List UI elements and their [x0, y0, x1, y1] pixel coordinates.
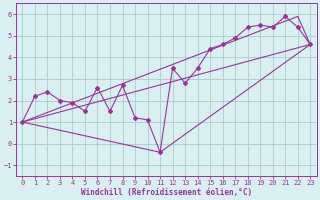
- X-axis label: Windchill (Refroidissement éolien,°C): Windchill (Refroidissement éolien,°C): [81, 188, 252, 197]
